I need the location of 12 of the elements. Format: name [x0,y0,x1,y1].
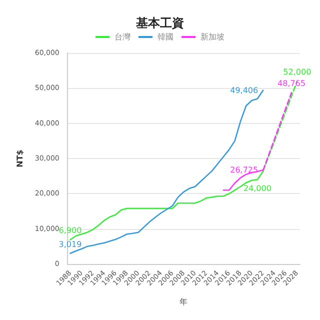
legend-label: 韓國 [158,32,174,42]
data-label: 48,765 [277,79,306,88]
x-axis-title: 年 [180,298,188,306]
data-label: 49,406 [230,86,258,95]
data-label: 52,000 [283,68,312,77]
y-axis-title: NT$ [16,149,24,168]
data-label: 24,000 [243,184,272,194]
data-label: 6,900 [58,226,82,236]
legend-label: 新加坡 [200,32,224,42]
chart-title: 基本工資 [135,16,184,30]
data-label: 3,019 [58,240,82,249]
legend-label: 台灣 [114,32,130,42]
